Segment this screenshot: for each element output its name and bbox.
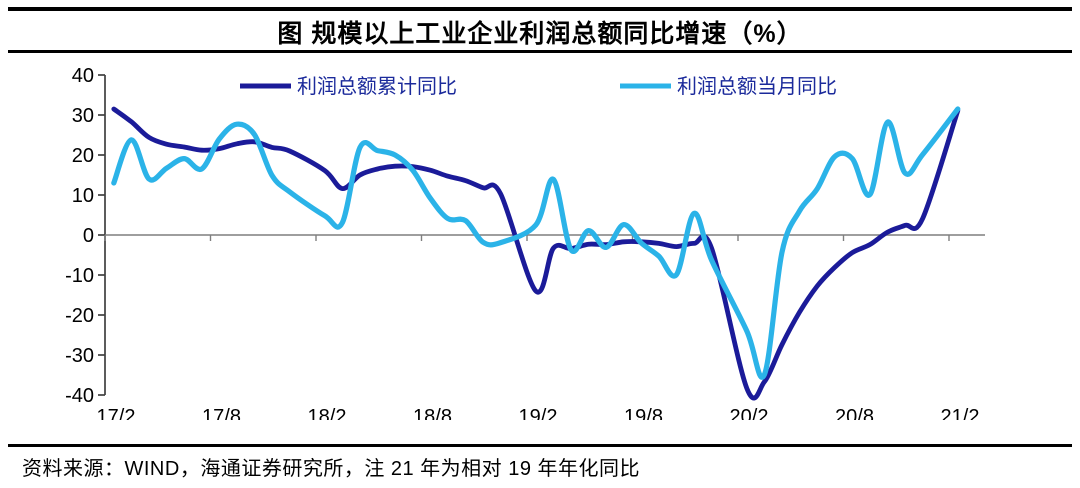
series-lines	[111, 106, 961, 401]
y-tick-label: -10	[65, 265, 94, 287]
y-tick-label: 30	[72, 105, 94, 127]
x-tick-label: 17/2	[97, 406, 136, 420]
legend: 利润总额累计同比 利润总额当月同比	[240, 75, 837, 98]
legend-label-monthly: 利润总额当月同比	[677, 75, 837, 98]
chart-canvas: 利润总额累计同比 利润总额当月同比 403020100-10-20-30-401…	[65, 65, 985, 420]
y-tick-label: -30	[65, 345, 94, 367]
title-divider	[8, 50, 1072, 53]
chart-title: 图 规模以上工业企业利润总额同比增速（%）	[277, 20, 803, 48]
x-tick-label: 18/2	[308, 406, 347, 420]
x-tick-label: 20/2	[730, 406, 769, 420]
y-tick-label: 0	[83, 225, 94, 247]
top-divider	[8, 7, 1072, 11]
y-tick-label: -40	[65, 385, 94, 407]
x-tick-label: 21/2	[941, 406, 980, 420]
x-tick-label: 17/8	[202, 406, 241, 420]
x-tick-label: 20/8	[835, 406, 874, 420]
source-note: 资料来源：WIND，海通证券研究所，注 21 年为相对 19 年年化同比	[22, 458, 641, 480]
series-monthly-line	[111, 106, 961, 380]
y-tick-label: -20	[65, 305, 94, 327]
y-tick-label: 10	[72, 185, 94, 207]
x-tick-label: 19/2	[519, 406, 558, 420]
y-tick-label: 40	[72, 65, 94, 87]
axes	[98, 74, 985, 396]
legend-label-cumulative: 利润总额累计同比	[297, 75, 457, 98]
y-tick-label: 20	[72, 145, 94, 167]
series-cumulative-line	[111, 106, 961, 401]
x-tick-label: 19/8	[624, 406, 663, 420]
x-tick-label: 18/8	[413, 406, 452, 420]
footer-divider	[8, 444, 1072, 447]
